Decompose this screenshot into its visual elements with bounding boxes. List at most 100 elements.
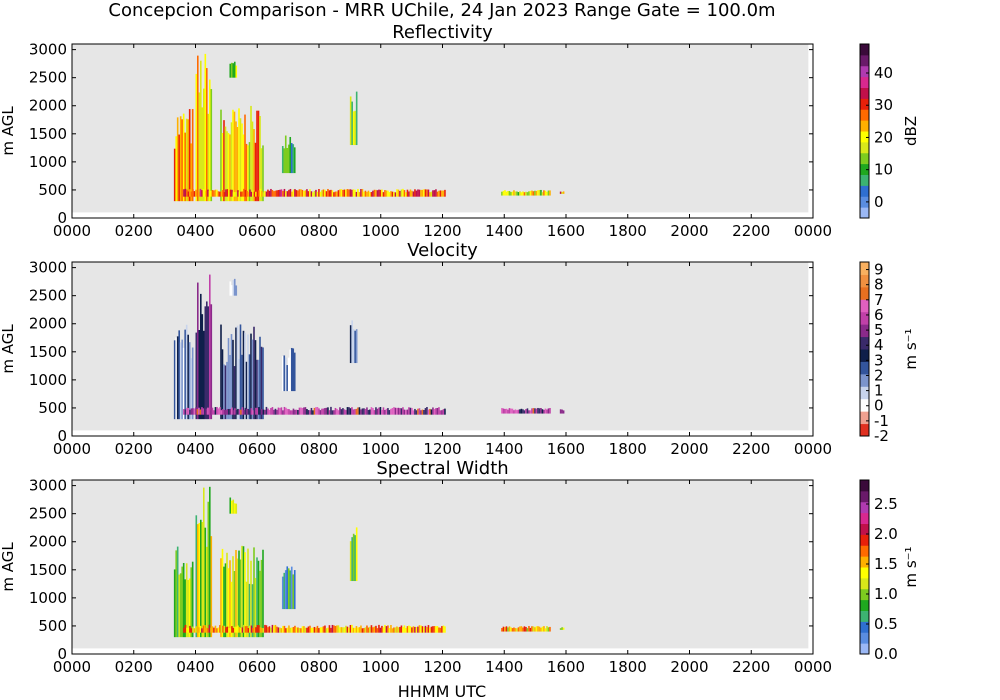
echo-streak — [303, 626, 305, 633]
echo-streak — [223, 625, 226, 633]
echo-streak — [336, 625, 338, 633]
echo-streak — [423, 626, 425, 633]
echo-streak — [508, 191, 511, 196]
colorbar-tick-label: 0.5 — [874, 615, 898, 633]
echo-streak — [204, 407, 206, 415]
echo-streak — [191, 561, 194, 638]
echo-streak — [293, 352, 296, 392]
echo-streak — [333, 192, 335, 197]
echo-region — [220, 324, 264, 420]
echo-streak — [376, 408, 379, 415]
echo-streak — [242, 546, 245, 638]
colorbar-tick-label: 1.0 — [874, 585, 898, 603]
echo-streak — [206, 68, 208, 202]
echo-streak — [529, 410, 532, 414]
echo-streak — [199, 188, 202, 197]
echo-streak — [339, 407, 341, 415]
echo-streak — [244, 189, 247, 197]
echo-streak — [262, 409, 265, 415]
echo-streak — [193, 408, 196, 415]
echo-streak — [195, 332, 198, 420]
y-tick-label: 0 — [57, 209, 67, 227]
echo-streak — [229, 354, 231, 420]
colorbar-segment — [860, 556, 869, 568]
echo-streak — [253, 625, 256, 633]
echo-streak — [349, 624, 352, 633]
echo-streak — [201, 107, 204, 202]
echo-streak — [200, 60, 202, 202]
echo-streak — [189, 409, 191, 415]
echo-streak — [535, 408, 538, 414]
echo-streak — [366, 191, 368, 197]
echo-streak — [207, 407, 209, 415]
echo-streak — [256, 625, 259, 633]
echo-region — [229, 497, 238, 514]
echo-streak — [372, 627, 374, 633]
echo-streak — [226, 626, 229, 633]
echo-streak — [190, 628, 193, 633]
echo-streak — [250, 333, 252, 420]
echo-streak — [225, 410, 227, 415]
x-tick-label: 1800 — [609, 222, 647, 240]
echo-streak — [406, 189, 409, 197]
echo-streak — [255, 627, 257, 633]
colorbar-segment — [860, 120, 869, 132]
echo-streak — [396, 407, 398, 415]
echo-streak — [229, 497, 232, 514]
colorbar-segment — [860, 621, 869, 633]
echo-region — [173, 324, 194, 420]
echo-streak — [281, 576, 284, 610]
echo-streak — [436, 191, 439, 197]
echo-streak — [391, 191, 394, 197]
echo-streak — [349, 189, 352, 197]
colorbar-segment — [860, 480, 869, 492]
echo-streak — [504, 190, 506, 196]
echo-streak — [438, 627, 440, 633]
echo-region — [281, 566, 296, 610]
echo-streak — [513, 410, 515, 414]
echo-streak — [204, 306, 207, 420]
echo-streak — [254, 577, 257, 638]
echo-streak — [229, 628, 232, 633]
echo-streak — [277, 407, 280, 415]
x-tick-label: 0400 — [176, 440, 214, 458]
colorbar-segment — [860, 262, 869, 275]
echo-streak — [205, 627, 208, 633]
echo-streak — [231, 626, 233, 633]
echo-streak — [376, 190, 379, 197]
echo-streak — [409, 189, 412, 197]
echo-streak — [292, 189, 295, 197]
echo-streak — [301, 189, 304, 197]
echo-streak — [256, 557, 258, 638]
colorbar-segment — [860, 632, 869, 644]
colorbar-tick-label: 30 — [874, 96, 893, 114]
echo-streak — [274, 408, 277, 415]
y-tick-label: 1000 — [29, 153, 67, 171]
echo-streak — [247, 628, 250, 633]
echo-streak — [307, 410, 310, 415]
echo-streak — [517, 627, 520, 632]
echo-streak — [352, 533, 355, 582]
echo-streak — [322, 626, 325, 633]
colorbar-segment — [860, 274, 869, 288]
colorbar-segment — [860, 109, 869, 121]
colorbar-segment — [860, 196, 869, 208]
echo-streak — [358, 627, 361, 633]
echo-streak — [287, 568, 290, 610]
echo-streak — [544, 408, 547, 414]
echo-streak — [229, 63, 232, 78]
echo-streak — [230, 285, 233, 296]
echo-streak — [355, 91, 358, 146]
echo-streak — [276, 626, 278, 633]
colorbar-segment — [860, 87, 869, 99]
echo-streak — [277, 189, 280, 197]
colorbar-frame — [859, 43, 870, 219]
echo-streak — [549, 190, 551, 196]
echo-streak — [178, 330, 180, 420]
panel-title: Spectral Width — [376, 458, 508, 479]
echo-streak — [316, 625, 319, 633]
echo-streak — [219, 625, 221, 633]
echo-streak — [213, 190, 215, 197]
echo-streak — [238, 108, 240, 202]
echo-streak — [252, 627, 254, 633]
